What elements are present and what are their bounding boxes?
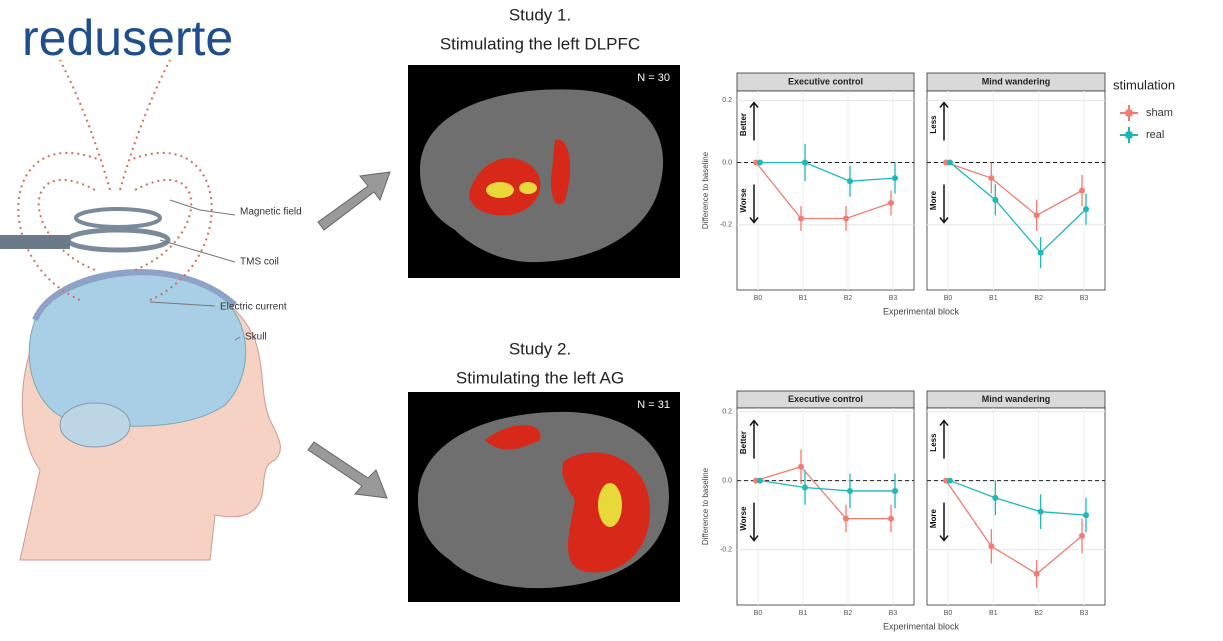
point [888,516,894,522]
point [1034,212,1040,218]
y-tick-label: -0.2 [720,547,732,554]
x-tick-label: B3 [889,610,898,617]
panel-title: Mind wandering [982,76,1051,86]
legend-label: sham [1146,107,1173,119]
brain-image: N = 31 [408,392,680,602]
panel-title: Executive control [788,394,863,404]
y-tick-label: 0.0 [722,477,732,484]
x-tick-label: B3 [1080,295,1089,302]
x-tick-label: B1 [989,295,998,302]
diagram-label: Electric current [220,302,287,313]
annotation: Better [739,431,748,454]
point [802,484,808,490]
n-label: N = 31 [637,399,670,411]
diagram-label: Magnetic field [240,207,302,218]
point [992,197,998,203]
x-tick-label: B1 [989,610,998,617]
study-heading: Study 1. [509,5,571,24]
point [1079,533,1085,539]
point [992,495,998,501]
annotation: More [929,190,938,210]
point [757,478,763,484]
x-axis-label: Experimental block [883,306,960,316]
point [1038,509,1044,515]
point [888,200,894,206]
panel-frame [737,91,914,290]
x-tick-label: B0 [944,295,953,302]
point [988,175,994,181]
diagram-label: Skull [245,332,267,343]
legend-key [1125,131,1133,139]
annotation: Worse [739,506,748,531]
arrow [308,442,387,498]
study-subtitle: Stimulating the left DLPFC [440,34,640,53]
panel-title: Mind wandering [982,394,1051,404]
point [843,215,849,221]
panel-title: Executive control [788,76,863,86]
annotation: Better [739,113,748,136]
slide-title: reduserte [22,10,233,66]
arrow [318,172,390,230]
y-tick-label: 0.2 [722,408,732,415]
point [798,464,804,470]
x-tick-label: B0 [754,295,763,302]
legend-label: real [1146,129,1164,141]
slide: reduserte Magnetic field TMS coil Electr… [0,0,1223,641]
study-subtitle: Stimulating the left AG [456,368,624,387]
point [1083,512,1089,518]
point [798,215,804,221]
point [843,516,849,522]
study-heading: Study 2. [509,339,571,358]
panel-frame [737,408,914,605]
point [947,160,953,166]
y-axis-label: Difference to baseline [701,151,710,229]
x-tick-label: B2 [844,610,853,617]
annotation: Less [929,115,938,134]
point [892,175,898,181]
point [892,488,898,494]
point [1038,250,1044,256]
brain-image: N = 30 [408,65,680,278]
legend-title: stimulation [1113,77,1175,92]
point [802,160,808,166]
point [847,488,853,494]
diagram-label: TMS coil [240,257,279,268]
x-tick-label: B0 [754,610,763,617]
panel-frame [927,408,1105,605]
y-tick-label: -0.2 [720,222,732,229]
annotation: Worse [739,188,748,213]
point [1079,188,1085,194]
y-tick-label: 0.2 [722,97,732,104]
x-tick-label: B1 [799,295,808,302]
point [1034,571,1040,577]
point [847,178,853,184]
annotation: More [929,508,938,528]
x-tick-label: B2 [1034,295,1043,302]
x-tick-label: B0 [944,610,953,617]
point [1083,206,1089,212]
x-tick-label: B2 [1034,610,1043,617]
x-tick-label: B3 [889,295,898,302]
point [757,160,763,166]
n-label: N = 30 [637,72,670,84]
x-tick-label: B3 [1080,610,1089,617]
x-tick-label: B1 [799,610,808,617]
y-axis-label: Difference to baseline [701,467,710,545]
point [947,478,953,484]
y-tick-label: 0.0 [722,159,732,166]
annotation: Less [929,433,938,452]
panel-frame [927,91,1105,290]
point [988,543,994,549]
x-tick-label: B2 [844,295,853,302]
x-axis-label: Experimental block [883,621,960,631]
legend-key [1125,109,1133,117]
